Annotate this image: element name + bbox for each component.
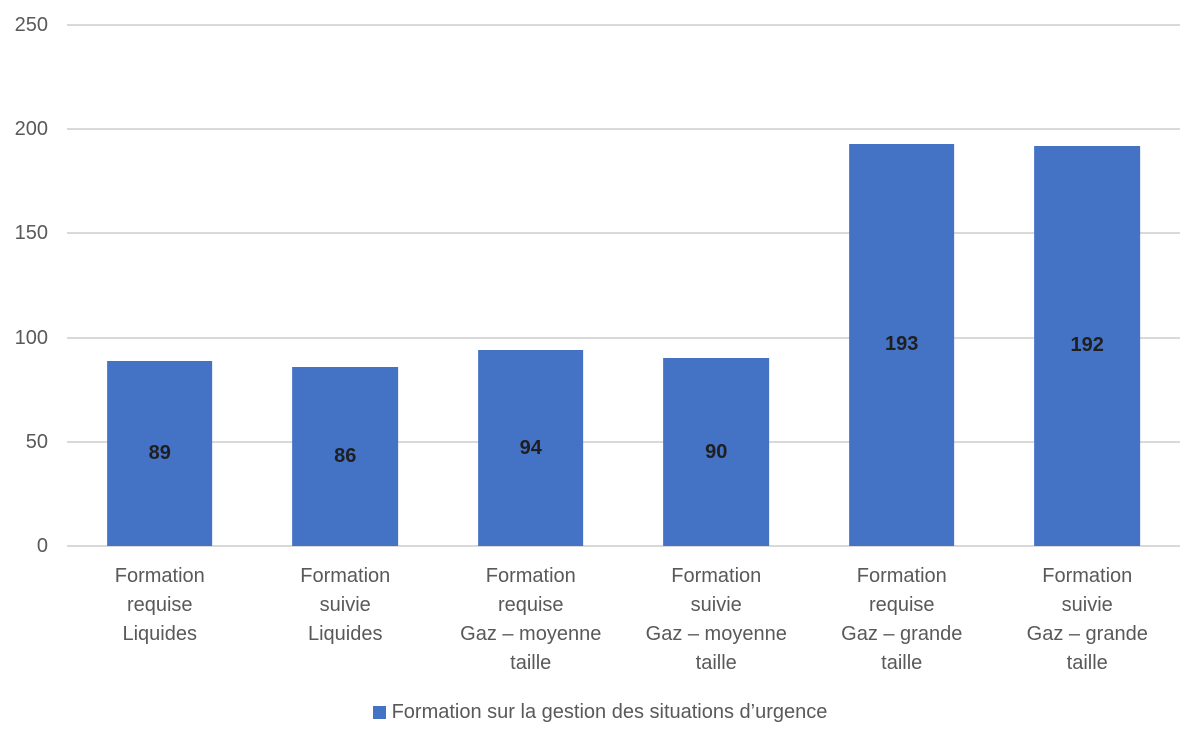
x-axis: Formation requise Liquides Formation suiv… [67, 558, 1180, 690]
bar: 193 [848, 143, 955, 546]
y-tick-label: 0 [36, 535, 48, 557]
gridline [67, 232, 1180, 235]
y-axis: 0 50 100 150 200 250 [0, 15, 48, 556]
bar: 89 [106, 360, 213, 546]
bar-value-label: 86 [334, 444, 357, 467]
x-category-label: Formation suivie Gaz – moyenne taille [645, 565, 787, 674]
y-tick-label: 150 [14, 222, 48, 245]
bar: 86 [292, 366, 399, 546]
gridline [67, 24, 1180, 26]
legend-label: Formation sur la gestion des situations … [391, 701, 828, 723]
gridline [67, 440, 1180, 443]
legend: Formation sur la gestion des situations … [0, 701, 1200, 724]
y-tick-label: 250 [14, 14, 48, 36]
gridline [67, 128, 1180, 131]
y-tick-label: 200 [14, 118, 48, 141]
bar: 192 [1034, 145, 1141, 546]
bar-value-label: 90 [705, 440, 728, 463]
bar-value-label: 193 [885, 333, 919, 356]
x-category-label: Formation requise Gaz – moyenne taille [460, 565, 602, 674]
bar: 90 [663, 358, 770, 546]
gridline [67, 545, 1180, 547]
x-category-label: Formation requise Liquides [114, 565, 205, 645]
y-tick-label: 50 [25, 430, 48, 453]
legend-swatch-icon [372, 706, 386, 719]
bar-value-label: 192 [1070, 334, 1104, 357]
y-tick-label: 100 [14, 326, 48, 349]
bar-value-label: 89 [148, 441, 171, 464]
x-category-label: Formation requise Gaz – grande taille [841, 565, 963, 674]
gridline [67, 336, 1180, 339]
plot-area: 89 86 94 90 193 192 [67, 24, 1180, 547]
bar-value-label: 94 [519, 436, 542, 459]
bar: 94 [477, 350, 584, 546]
x-category-label: Formation suivie Liquides [300, 565, 391, 645]
x-category-label: Formation suivie Gaz – grande taille [1026, 565, 1148, 674]
